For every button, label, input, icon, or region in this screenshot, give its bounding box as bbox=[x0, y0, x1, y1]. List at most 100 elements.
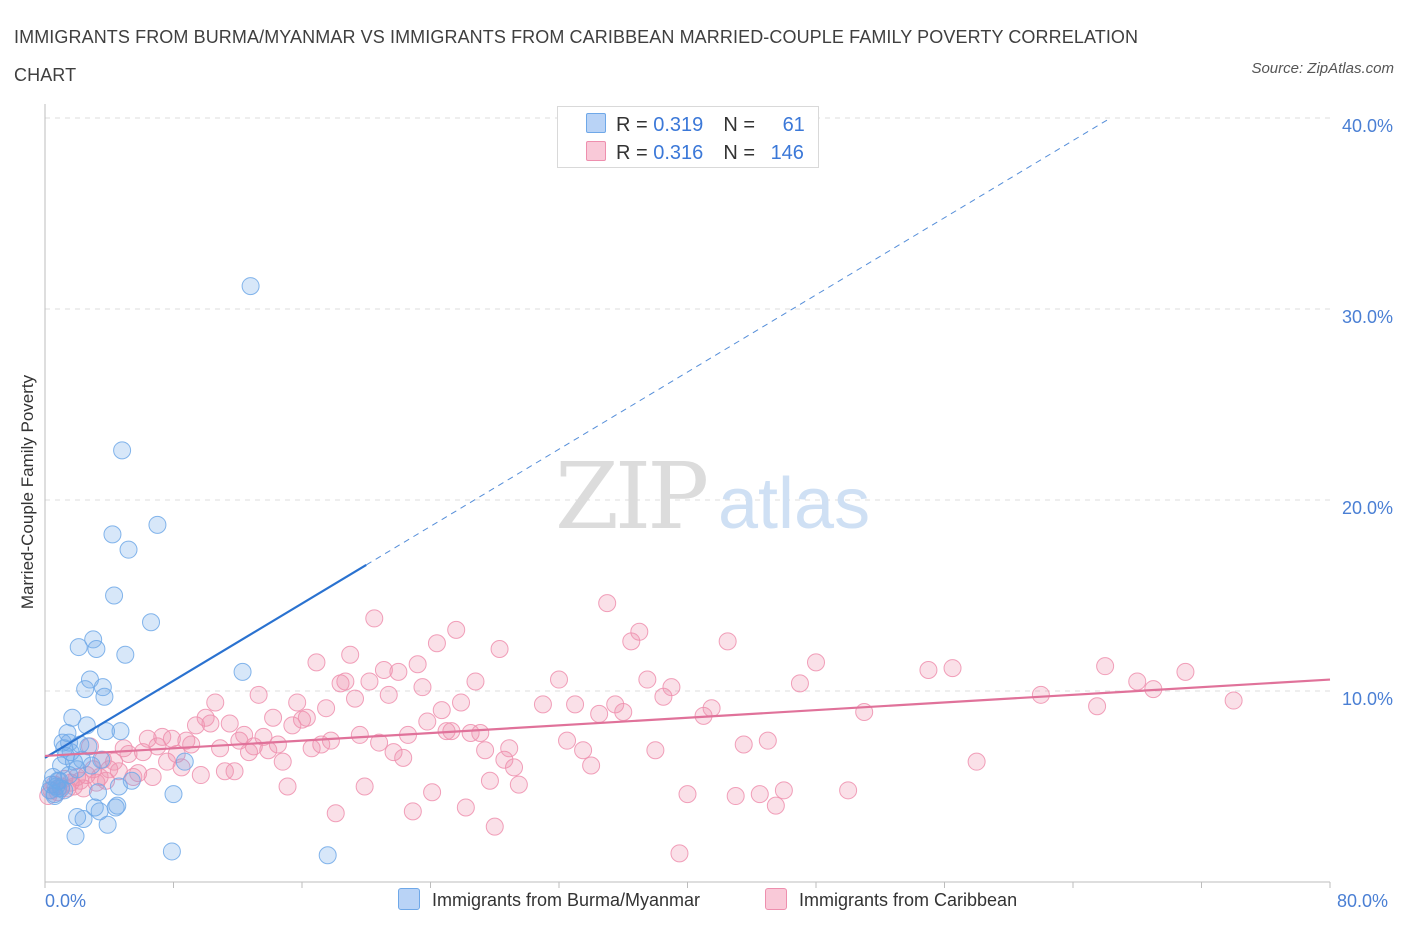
caribbean-point bbox=[566, 695, 585, 714]
legend-n-label: N = bbox=[723, 142, 761, 164]
burma-point bbox=[55, 781, 74, 800]
caribbean-point bbox=[389, 662, 408, 681]
caribbean-point bbox=[413, 678, 432, 697]
caribbean-point bbox=[1031, 685, 1050, 704]
caribbean-point bbox=[790, 674, 809, 693]
burma-point bbox=[108, 796, 127, 815]
caribbean-point bbox=[678, 785, 697, 804]
legend-r-label: R = bbox=[616, 114, 654, 136]
caribbean-point bbox=[500, 739, 519, 758]
caribbean-point bbox=[967, 752, 986, 771]
series-legend-caribbean: Immigrants from Caribbean bbox=[765, 888, 1017, 911]
caribbean-point bbox=[211, 739, 230, 758]
caribbean-point bbox=[1176, 662, 1195, 681]
caribbean-point bbox=[370, 733, 389, 752]
caribbean-point bbox=[317, 699, 336, 718]
caribbean-point bbox=[630, 622, 649, 641]
burma-point bbox=[116, 645, 135, 664]
caribbean-point bbox=[1224, 691, 1243, 710]
caribbean-point bbox=[750, 785, 769, 804]
caribbean-point bbox=[839, 781, 858, 800]
caribbean-point bbox=[307, 653, 326, 672]
burma-point bbox=[142, 613, 161, 632]
caribbean-point bbox=[614, 703, 633, 722]
caribbean-point bbox=[418, 712, 437, 731]
caribbean-point bbox=[1096, 657, 1115, 676]
caribbean-point bbox=[283, 716, 302, 735]
caribbean-point bbox=[215, 762, 234, 781]
legend-row-burma: R = 0.319 N = 61 bbox=[586, 113, 805, 139]
burma-point bbox=[119, 540, 138, 559]
burma-point bbox=[111, 722, 130, 741]
caribbean-point bbox=[702, 699, 721, 718]
caribbean-point bbox=[172, 758, 191, 777]
burma-point bbox=[89, 783, 108, 802]
burma-point bbox=[241, 277, 260, 296]
caribbean-point bbox=[427, 634, 446, 653]
caribbean-point bbox=[297, 708, 316, 727]
stats-legend: R = 0.319 N = 61 R = 0.316 N = 146 bbox=[557, 106, 819, 168]
burma-point bbox=[84, 630, 103, 649]
burma-point bbox=[122, 771, 141, 790]
watermark: ZIP atlas bbox=[555, 443, 870, 550]
caribbean-point bbox=[148, 737, 167, 756]
x-tick-label-max: 80.0% bbox=[1337, 891, 1389, 911]
caribbean-points bbox=[39, 594, 1243, 863]
burma-point bbox=[97, 722, 116, 741]
caribbean-point bbox=[196, 708, 215, 727]
caribbean-point bbox=[374, 660, 393, 679]
caribbean-point bbox=[394, 748, 413, 767]
caribbean-point bbox=[590, 704, 609, 723]
burma-point bbox=[98, 815, 117, 834]
legend-r-label: R = bbox=[616, 142, 654, 164]
legend-n-label: N = bbox=[723, 114, 761, 136]
legend-swatch-burma bbox=[586, 113, 606, 133]
caribbean-point bbox=[447, 620, 466, 639]
caribbean-point bbox=[461, 724, 480, 743]
caribbean-point bbox=[943, 659, 962, 678]
caribbean-point bbox=[533, 695, 552, 714]
caribbean-point bbox=[485, 817, 504, 836]
caribbean-point bbox=[384, 743, 403, 762]
caribbean-point bbox=[244, 737, 263, 756]
caribbean-point bbox=[495, 750, 514, 769]
grid-lines bbox=[45, 117, 1330, 692]
caribbean-point bbox=[1128, 672, 1147, 691]
caribbean-point bbox=[138, 729, 157, 748]
burma-point bbox=[92, 750, 111, 769]
caribbean-point bbox=[490, 639, 509, 658]
caribbean-point bbox=[807, 653, 825, 672]
caribbean-point bbox=[360, 672, 379, 691]
caribbean-point bbox=[341, 645, 360, 664]
caribbean-point bbox=[254, 727, 273, 746]
caribbean-point bbox=[288, 693, 307, 712]
legend-n-value-caribbean: 146 bbox=[770, 142, 804, 164]
burma-point bbox=[103, 525, 122, 544]
caribbean-point bbox=[509, 775, 528, 794]
caribbean-point bbox=[919, 660, 938, 679]
caribbean-point bbox=[321, 731, 340, 750]
burma-point bbox=[148, 515, 167, 534]
caribbean-point bbox=[143, 767, 162, 786]
burma-point bbox=[162, 842, 181, 861]
burma-point bbox=[76, 680, 95, 699]
burma-point bbox=[68, 808, 87, 827]
caribbean-point bbox=[574, 741, 593, 760]
burma-point bbox=[66, 827, 85, 846]
caribbean-point bbox=[186, 716, 205, 735]
burma-trend-line bbox=[44, 563, 367, 759]
caribbean-point bbox=[505, 758, 524, 777]
caribbean-point bbox=[558, 731, 577, 750]
axes bbox=[44, 104, 1331, 888]
y-tick-label: 40.0% bbox=[1341, 116, 1393, 136]
caribbean-point bbox=[598, 594, 617, 613]
caribbean-point bbox=[350, 725, 369, 744]
burma-point bbox=[113, 441, 132, 460]
caribbean-point bbox=[432, 701, 451, 720]
caribbean-point bbox=[423, 783, 442, 802]
burma-point bbox=[48, 771, 67, 790]
series-legend-label-caribbean: Immigrants from Caribbean bbox=[799, 890, 1018, 910]
caribbean-point bbox=[480, 771, 499, 790]
caribbean-point bbox=[249, 685, 268, 704]
